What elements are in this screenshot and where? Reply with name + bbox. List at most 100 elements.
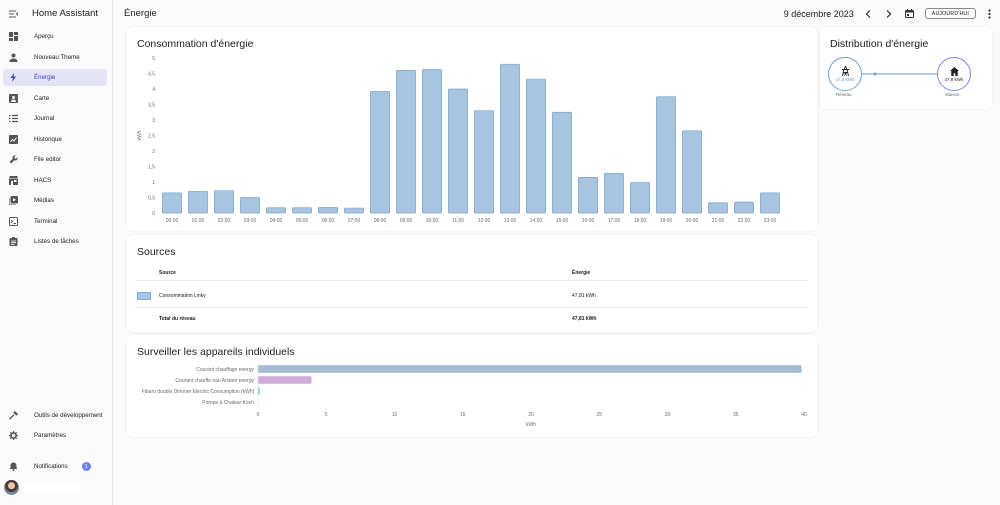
lightning-icon [8, 73, 18, 83]
x-tick-label: 00:00 [166, 218, 179, 224]
bar[interactable] [526, 78, 546, 214]
consumption-title: Consommation d'énergie [137, 38, 254, 50]
grid-value: 47,8 kWh [835, 77, 855, 82]
device-bar[interactable] [257, 376, 312, 384]
y-tick-label: 3,5 [148, 102, 155, 108]
y-tick-label: 2,5 [148, 133, 155, 139]
sidebar-item-label: Paramètres [34, 432, 66, 439]
bar[interactable] [344, 207, 364, 214]
bar[interactable] [370, 91, 390, 214]
x-tick-label: 08:00 [374, 218, 387, 224]
menu-toggle-icon[interactable] [7, 7, 21, 21]
grid-node[interactable]: 47,8 kWh [828, 57, 862, 91]
sidebar-item-nouveau-theme[interactable]: Nouveau Theme [3, 49, 107, 66]
calendar-icon[interactable] [904, 8, 916, 20]
x-tick-label: 03:00 [244, 218, 257, 224]
devices-title: Surveiller les appareils individuels [137, 346, 295, 358]
list-icon [8, 114, 18, 124]
divider [137, 307, 807, 308]
x-tick-label: 10:00 [426, 218, 439, 224]
chevron-right-icon[interactable] [883, 8, 895, 20]
bar[interactable] [552, 111, 572, 214]
x-tick-label: 14:00 [530, 218, 543, 224]
x-tick-label: 5 [325, 412, 328, 418]
flow-line [862, 72, 937, 76]
total-label: Total du réseau [159, 316, 196, 322]
sidebar-item-parametres[interactable]: Paramètres [3, 427, 107, 444]
bar[interactable] [656, 96, 676, 214]
x-tick-label: 23:00 [764, 218, 777, 224]
bar[interactable] [396, 70, 416, 214]
sidebar-item-listes-de-taches[interactable]: Listes de tâches [3, 233, 107, 250]
x-tick-label: 16:00 [582, 218, 595, 224]
sidebar-item-hacs[interactable]: HACS [3, 172, 107, 189]
devices-card: Surveiller les appareils individuels Cou… [127, 335, 817, 437]
sidebar-item-label: Nouveau Theme [34, 54, 80, 61]
distribution-title: Distribution d'énergie [830, 38, 929, 50]
bar[interactable] [604, 172, 624, 214]
bar[interactable] [708, 202, 728, 214]
top-bar: Énergie 9 décembre 2023 AUJOURD'HUI [113, 0, 1000, 27]
bar[interactable] [266, 207, 286, 214]
x-tick-label: 01:00 [192, 218, 205, 224]
sidebar-item-journal[interactable]: Journal [3, 110, 107, 127]
bar[interactable] [734, 201, 754, 214]
sidebar-item-carte[interactable]: Carte [3, 90, 107, 107]
x-tick-label: 20:00 [686, 218, 699, 224]
x-tick-label: 22:00 [738, 218, 751, 224]
sidebar-item-energie[interactable]: Énergie [3, 69, 107, 86]
distribution-card: Distribution d'énergie 47,8 kWh Réseau 4… [820, 27, 992, 109]
account-icon [8, 53, 18, 63]
bar[interactable] [760, 192, 780, 214]
chevron-left-icon[interactable] [862, 8, 874, 20]
map-icon [8, 94, 18, 104]
x-tick-label: 05:00 [296, 218, 309, 224]
terminal-icon [8, 217, 18, 227]
bar[interactable] [578, 177, 598, 214]
sidebar-item-label: Terminal [34, 218, 58, 225]
bar[interactable] [682, 130, 702, 214]
sidebar-item-outils-de-developpement[interactable]: Outils de développement [3, 407, 107, 424]
device-label: Pompe à Chaleur Koch [202, 400, 254, 406]
device-label: Fibaro double Dimmer Electric Consumptio… [142, 389, 255, 395]
sidebar-item-file-editor[interactable]: File editor [3, 151, 107, 168]
y-tick-label: 4 [152, 87, 155, 93]
bar[interactable] [188, 190, 208, 214]
sidebar: Home Assistant Aperçu Nouveau Theme Éner… [0, 0, 113, 505]
bar[interactable] [630, 182, 650, 214]
sidebar-header: Home Assistant [0, 0, 112, 27]
home-node[interactable]: 47,8 kWh [937, 57, 971, 91]
sources-card: Sources Source Énergie Consommation Link… [127, 235, 817, 332]
more-vertical-icon[interactable] [984, 8, 994, 20]
x-tick-label: 20 [528, 412, 534, 418]
avatar[interactable] [4, 480, 19, 495]
sidebar-item-apercu[interactable]: Aperçu [3, 28, 107, 45]
x-tick-label: 0 [257, 412, 260, 418]
x-tick-label: 35 [733, 412, 739, 418]
home-icon [949, 66, 959, 76]
sidebar-item-notifications[interactable]: Notifications 1 [3, 458, 107, 475]
sidebar-item-label: Historique [34, 136, 62, 143]
x-tick-label: 25 [596, 412, 602, 418]
sidebar-item-medias[interactable]: Médias [3, 192, 107, 209]
y-tick-label: 5 [152, 56, 155, 62]
sidebar-item-label: Listes de tâches [34, 238, 79, 245]
today-button[interactable]: AUJOURD'HUI [924, 8, 976, 19]
y-tick-label: 1,5 [148, 164, 155, 170]
sidebar-item-label: Journal [34, 115, 55, 122]
bar[interactable] [500, 63, 520, 214]
bar[interactable] [240, 197, 260, 214]
bar[interactable] [318, 207, 338, 214]
sidebar-item-historique[interactable]: Historique [3, 131, 107, 148]
bar[interactable] [162, 192, 182, 214]
sidebar-item-terminal[interactable]: Terminal [3, 213, 107, 230]
bar[interactable] [474, 110, 494, 214]
bar[interactable] [422, 69, 442, 214]
bar[interactable] [214, 190, 234, 214]
device-bar[interactable] [257, 365, 802, 373]
source-name: Consommation Linky [159, 293, 206, 299]
sidebar-item-label: Médias [34, 197, 54, 204]
bar[interactable] [448, 88, 468, 214]
bar[interactable] [292, 207, 312, 214]
dashboard-icon [8, 32, 18, 42]
